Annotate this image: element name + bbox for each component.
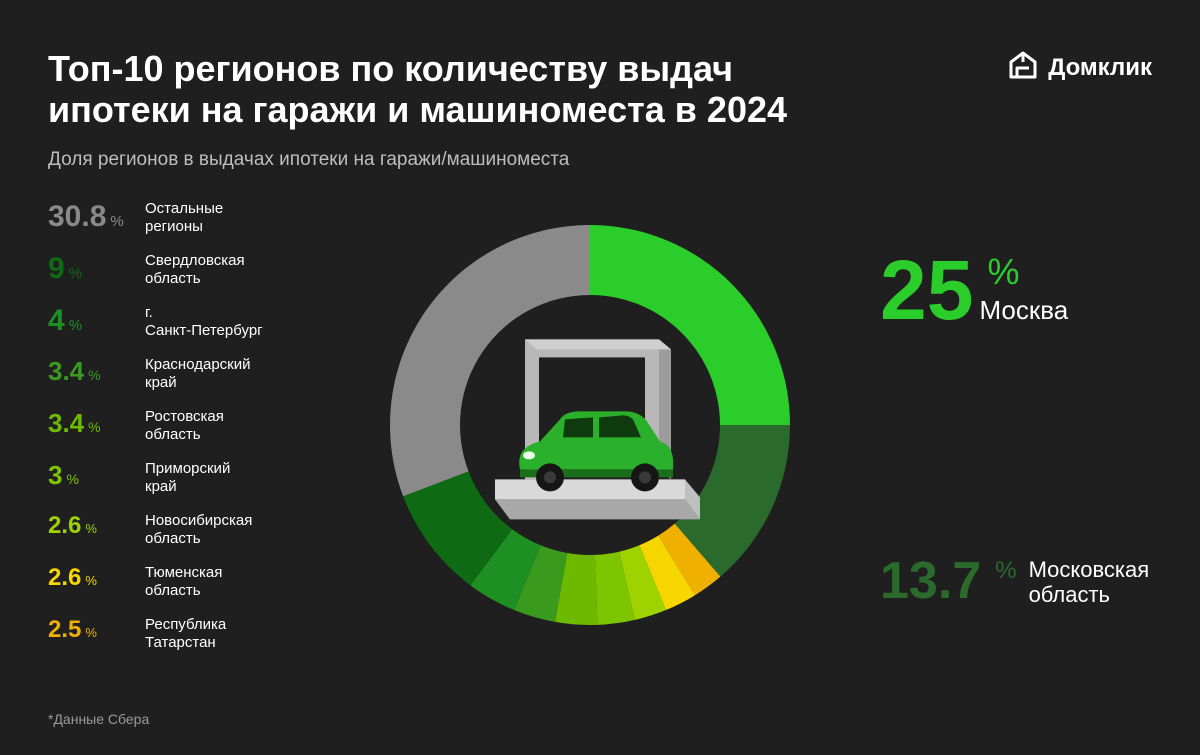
callout-mosobl: 13.7% Московскаяобласть: [880, 555, 1149, 608]
car-window-left: [563, 417, 593, 437]
legend-value-wrap: 2.6%: [48, 512, 133, 540]
legend-value: 3.4: [48, 408, 84, 439]
percent-sign: %: [85, 625, 97, 640]
percent-sign: %: [69, 317, 82, 334]
legend-value: 3: [48, 460, 62, 491]
legend-label: РеспубликаТатарстан: [145, 616, 226, 652]
legend-label: Тюменскаяобласть: [145, 564, 222, 600]
legend-item: 9% Свердловскаяобласть: [48, 252, 263, 288]
legend-value-wrap: 4%: [48, 304, 133, 338]
legend-item: 3.4% Ростовскаяобласть: [48, 408, 263, 444]
legend-value-wrap: 3.4%: [48, 356, 133, 387]
legend-label: Новосибирскаяобласть: [145, 512, 252, 548]
percent-sign: %: [85, 521, 97, 536]
callout-moscow: 25% Москва: [880, 248, 1068, 332]
gate-top-bevel: [525, 339, 671, 349]
legend-label: Остальныерегионы: [145, 200, 223, 236]
percent-sign: %: [995, 559, 1016, 583]
legend-label: Краснодарскийкрай: [145, 356, 250, 392]
legend-value: 9: [48, 252, 65, 286]
legend-item: 2.6% Новосибирскаяобласть: [48, 512, 263, 548]
percent-sign: %: [69, 265, 82, 282]
donut-chart: [370, 205, 810, 645]
legend-value-wrap: 3%: [48, 460, 133, 491]
page-title: Топ-10 регионов по количеству выдач ипот…: [48, 48, 868, 131]
center-illustration: [465, 319, 715, 539]
legend-item: 3.4% Краснодарскийкрай: [48, 356, 263, 392]
legend-item: 2.5% РеспубликаТатарстан: [48, 616, 263, 652]
legend: 30.8% Остальныерегионы 9% Свердловскаяоблас…: [48, 200, 263, 652]
car-hub-rear: [639, 471, 651, 483]
legend-item: 2.6% Тюменскаяобласть: [48, 564, 263, 600]
legend-value-wrap: 3.4%: [48, 408, 133, 439]
brand-name: Домклик: [1048, 54, 1152, 82]
legend-value: 4: [48, 304, 65, 338]
car-headlight: [523, 451, 535, 459]
legend-label: Ростовскаяобласть: [145, 408, 224, 444]
legend-value: 2.5: [48, 616, 81, 644]
legend-label: г.Санкт-Петербург: [145, 304, 263, 340]
car-hub-front: [544, 471, 556, 483]
house-icon: [1008, 50, 1038, 85]
callout-label: Москва: [979, 296, 1068, 326]
legend-item: 3% Приморскийкрай: [48, 460, 263, 496]
legend-value: 2.6: [48, 512, 81, 540]
legend-label: Свердловскаяобласть: [145, 252, 245, 288]
footnote: *Данные Сбера: [48, 711, 149, 727]
percent-sign: %: [88, 367, 100, 383]
legend-item: 4% г.Санкт-Петербург: [48, 304, 263, 340]
legend-value-wrap: 2.6%: [48, 564, 133, 592]
percent-sign: %: [88, 419, 100, 435]
header: Топ-10 регионов по количеству выдач ипот…: [48, 48, 1152, 171]
percent-sign: %: [85, 573, 97, 588]
legend-value: 2.6: [48, 564, 81, 592]
callout-value: 25: [880, 248, 973, 332]
percent-sign: %: [110, 213, 123, 230]
brand-logo: Домклик: [1008, 50, 1152, 85]
legend-value: 3.4: [48, 356, 84, 387]
legend-value-wrap: 30.8%: [48, 200, 133, 234]
legend-item: 30.8% Остальныерегионы: [48, 200, 263, 236]
platform-shadow: [495, 499, 700, 519]
callout-value: 13.7: [880, 555, 981, 607]
callout-label: Московскаяобласть: [1029, 557, 1150, 608]
legend-label: Приморскийкрай: [145, 460, 230, 496]
legend-value: 30.8: [48, 200, 106, 234]
legend-value-wrap: 9%: [48, 252, 133, 286]
legend-value-wrap: 2.5%: [48, 616, 133, 644]
page-subtitle: Доля регионов в выдачах ипотеки на гараж…: [48, 149, 1152, 171]
percent-sign: %: [66, 471, 78, 487]
percent-sign: %: [987, 254, 1068, 290]
